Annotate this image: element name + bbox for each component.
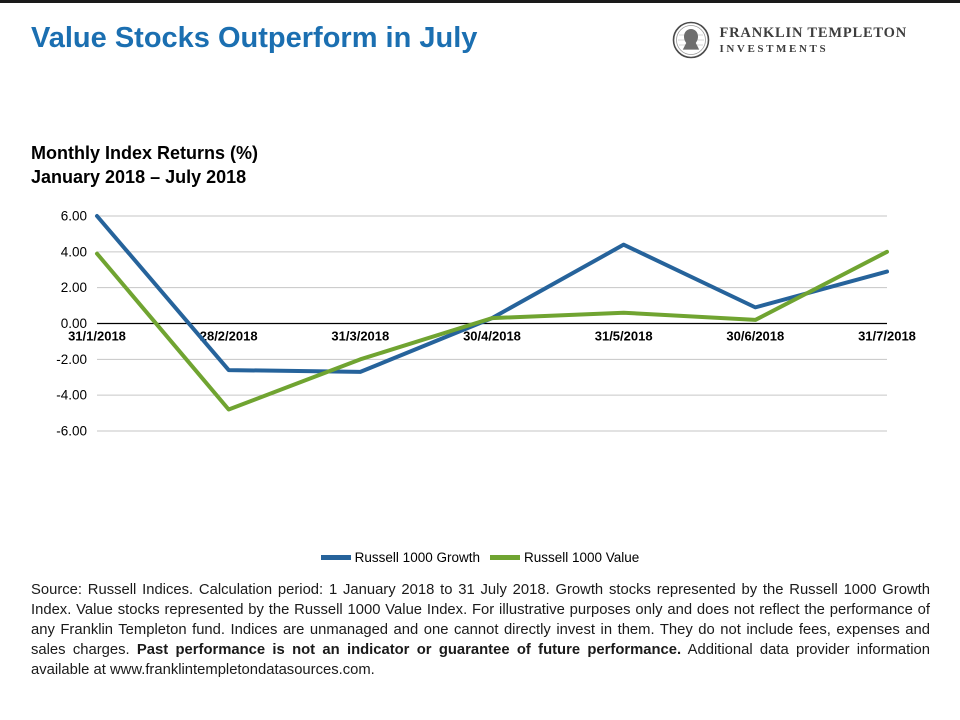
x-axis-label: 28/2/2018 bbox=[200, 329, 258, 344]
legend-label: Russell 1000 Value bbox=[523, 550, 640, 565]
page-title: Value Stocks Outperform in July bbox=[31, 22, 478, 54]
logo-text: FRANKLIN TEMPLETON INVESTMENTS bbox=[720, 25, 908, 55]
legend-item: Russell 1000 Value bbox=[489, 550, 640, 565]
franklin-templeton-logo: FRANKLIN TEMPLETON INVESTMENTS bbox=[671, 20, 908, 60]
top-border bbox=[0, 0, 960, 3]
x-axis-label: 30/6/2018 bbox=[726, 329, 784, 344]
legend-swatch bbox=[320, 555, 351, 560]
y-axis-label: 4.00 bbox=[61, 244, 87, 259]
legend-label: Russell 1000 Growth bbox=[354, 550, 480, 565]
line-chart: 6.00 4.00 2.00 0.00 -2.00 -4.00 -6.00 31/1/2018… bbox=[56, 209, 916, 439]
x-axis-label: 31/1/2018 bbox=[68, 329, 126, 344]
franklin-portrait-icon bbox=[672, 21, 709, 59]
footnote-bold-text: Past performance is not an indicator or … bbox=[136, 642, 682, 659]
legend-swatch bbox=[489, 555, 520, 560]
x-axis-label: 31/3/2018 bbox=[331, 329, 389, 344]
y-axis-label: 2.00 bbox=[61, 280, 87, 295]
footnote-text-2: Additional data provider information ava… bbox=[31, 642, 931, 679]
logo-line2: INVESTMENTS bbox=[719, 42, 829, 55]
x-axis-label: 31/7/2018 bbox=[858, 329, 916, 344]
chart-legend: Russell 1000 Growth Russell 1000 Value bbox=[0, 550, 960, 565]
y-axis-label: -2.00 bbox=[56, 352, 87, 367]
x-axis-label: 31/5/2018 bbox=[595, 329, 653, 344]
chart-heading-line2: January 2018 – July 2018 bbox=[31, 167, 247, 188]
chart-heading-line1: Monthly Index Returns (%) bbox=[31, 143, 259, 163]
logo-line1: FRANKLIN TEMPLETON bbox=[719, 24, 907, 41]
chart-heading: Monthly Index Returns (%) January 2018 –… bbox=[31, 141, 258, 190]
y-axis-label: 0.00 bbox=[61, 316, 87, 331]
y-axis-label: -6.00 bbox=[56, 424, 87, 439]
x-axis-label: 30/4/2018 bbox=[463, 329, 521, 344]
source-footnote: Source: Russell Indices. Calculation per… bbox=[31, 580, 930, 681]
y-axis-label: 6.00 bbox=[61, 209, 87, 224]
legend-item: Russell 1000 Growth bbox=[320, 550, 480, 565]
russell-1000-value-line bbox=[95, 249, 889, 412]
y-axis-label: -4.00 bbox=[56, 388, 87, 403]
footnote-text: Source: Russell Indices. Calculation per… bbox=[31, 582, 930, 659]
russell-1000-growth-line bbox=[95, 214, 889, 374]
